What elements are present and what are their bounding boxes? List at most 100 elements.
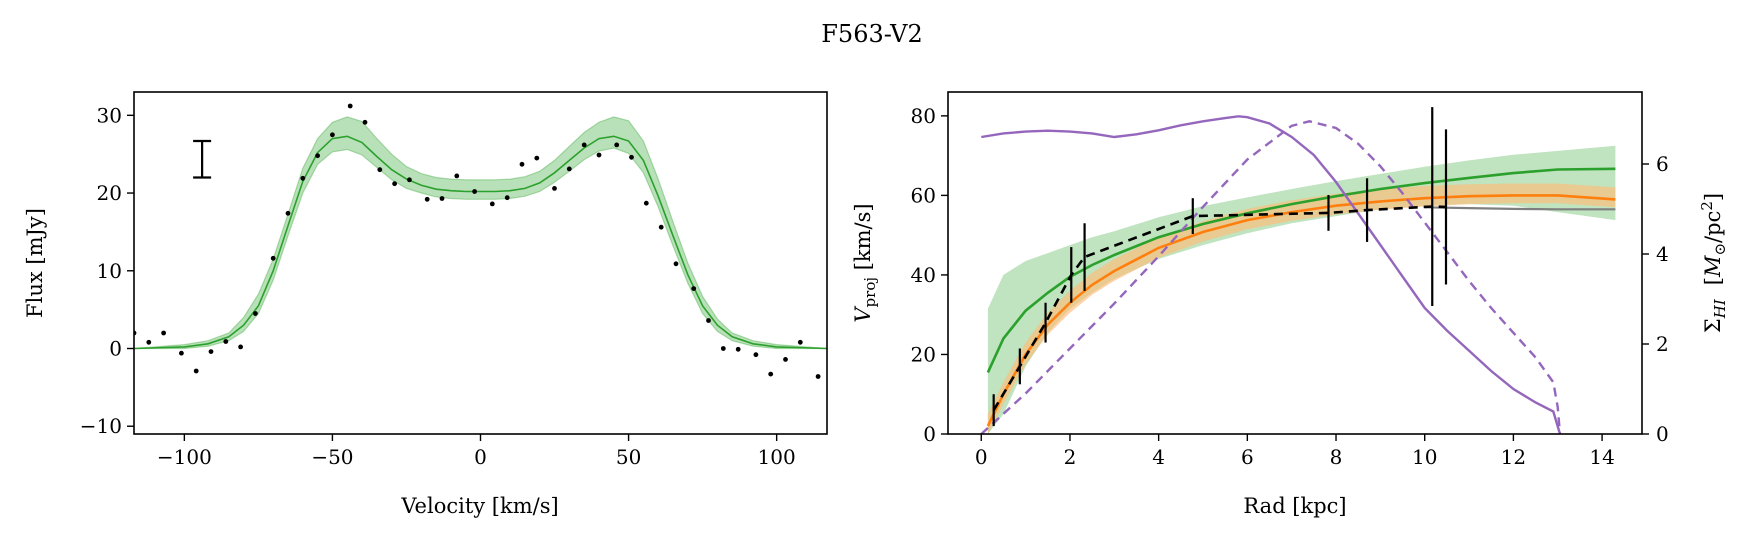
left-x-tick-label: 0 bbox=[474, 445, 487, 469]
flux-data-point bbox=[735, 346, 741, 352]
sigma-hi-model-line bbox=[980, 120, 1562, 434]
figure-title: F563-V2 bbox=[821, 20, 922, 48]
right-y-tick-label: 0 bbox=[923, 422, 936, 446]
flux-data-points bbox=[134, 103, 833, 379]
flux-data-point bbox=[454, 173, 460, 179]
flux-data-point bbox=[392, 181, 397, 187]
gray-model-line bbox=[1424, 206, 1616, 211]
right-y2-tick-label: 2 bbox=[1656, 332, 1669, 356]
flux-model-line bbox=[134, 135, 827, 350]
right-y2-label: ΣHI [M⊙/pc2] bbox=[1698, 193, 1729, 333]
flux-data-point bbox=[828, 374, 833, 379]
right-x-tick-label: 12 bbox=[1501, 445, 1526, 469]
flux-data-point bbox=[658, 224, 664, 230]
left-y-tick-label: 30 bbox=[97, 103, 122, 127]
observed-curve-line bbox=[992, 205, 1447, 411]
flux-data-point bbox=[629, 154, 634, 160]
left-x-ticks: −100 −50 0 50 100 bbox=[157, 434, 796, 469]
flux-model-band bbox=[134, 116, 827, 350]
flux-data-point bbox=[424, 196, 430, 202]
flux-data-point bbox=[439, 196, 445, 201]
right-y2-label-m: M bbox=[1701, 255, 1725, 278]
right-panel: 0 2 4 6 8 10 12 14 0 20 40 60 80 0 2 4 6 Rad [kpc] Vpr… bbox=[851, 91, 1729, 518]
flux-data-point bbox=[146, 339, 152, 345]
flux-data-point bbox=[797, 339, 803, 345]
left-y-tick-label: 0 bbox=[109, 337, 122, 361]
right-y-label-sub: proj bbox=[861, 277, 879, 307]
flux-data-point bbox=[753, 352, 759, 358]
flux-data-point bbox=[270, 255, 276, 261]
sigma-hi-profile-line bbox=[981, 115, 1562, 434]
flux-data-point bbox=[783, 357, 788, 362]
flux-data-point bbox=[566, 166, 572, 172]
right-y2-label-sup: 2 bbox=[1698, 201, 1716, 211]
right-x-tick-label: 4 bbox=[1152, 445, 1165, 469]
green-model-line bbox=[986, 167, 1616, 373]
left-y-tick-label: −10 bbox=[80, 414, 122, 438]
right-axes-frame bbox=[947, 91, 1643, 435]
flux-data-point bbox=[768, 371, 774, 377]
right-y2-label-mid: /pc bbox=[1701, 211, 1725, 243]
right-x-tick-label: 6 bbox=[1241, 445, 1254, 469]
flux-data-point bbox=[253, 311, 258, 316]
left-axes-frame bbox=[133, 91, 828, 435]
flux-data-point bbox=[519, 161, 525, 167]
flux-data-point bbox=[208, 349, 214, 354]
left-x-label: Velocity [km/s] bbox=[400, 494, 558, 518]
right-y2-label-sun: ⊙ bbox=[1711, 243, 1729, 256]
right-y2-ticks: 0 2 4 6 bbox=[1642, 152, 1669, 446]
flux-data-point bbox=[596, 152, 602, 158]
left-plot-area bbox=[134, 103, 833, 379]
right-x-label: Rad [kpc] bbox=[1243, 494, 1346, 518]
right-y2-tick-label: 6 bbox=[1656, 152, 1669, 176]
right-y2-label-sub: HI bbox=[1711, 298, 1729, 319]
right-y-ticks: 0 20 40 60 80 bbox=[911, 104, 948, 446]
flux-data-point bbox=[362, 119, 368, 125]
right-y-tick-label: 40 bbox=[911, 263, 936, 287]
flux-data-point bbox=[552, 186, 557, 191]
right-y2-label-open: [ bbox=[1701, 277, 1725, 285]
right-y2-label-sigma: Σ bbox=[1701, 318, 1725, 333]
flux-data-point bbox=[193, 368, 199, 374]
observed-error-bars bbox=[992, 107, 1448, 427]
flux-error-indicator bbox=[193, 139, 212, 179]
flux-data-point bbox=[581, 142, 587, 148]
flux-data-point bbox=[815, 374, 821, 379]
flux-data-point bbox=[238, 344, 244, 350]
right-x-tick-label: 0 bbox=[975, 445, 988, 469]
flux-data-point bbox=[285, 210, 291, 216]
flux-data-point bbox=[504, 195, 510, 201]
flux-data-point bbox=[720, 346, 726, 351]
right-y-tick-label: 60 bbox=[911, 183, 936, 207]
flux-data-point bbox=[315, 153, 320, 159]
flux-data-point bbox=[706, 318, 711, 323]
flux-data-point bbox=[534, 155, 540, 161]
right-y-tick-label: 20 bbox=[911, 342, 936, 366]
right-x-tick-label: 10 bbox=[1412, 445, 1437, 469]
left-y-ticks: −10 0 10 20 30 bbox=[80, 103, 134, 438]
flux-data-point bbox=[673, 261, 679, 267]
right-x-tick-label: 14 bbox=[1589, 445, 1614, 469]
orange-model-band bbox=[987, 183, 1616, 434]
left-y-label: Flux [mJy] bbox=[23, 208, 47, 318]
flux-data-point bbox=[472, 189, 477, 194]
left-x-tick-label: 100 bbox=[758, 445, 796, 469]
right-y-label: Vproj [km/s] bbox=[851, 203, 879, 322]
right-x-tick-label: 2 bbox=[1064, 445, 1077, 469]
left-y-tick-label: 20 bbox=[97, 181, 122, 205]
flux-data-point bbox=[377, 167, 383, 173]
left-x-tick-label: −50 bbox=[311, 445, 353, 469]
right-y-label-rest: [km/s] bbox=[851, 203, 875, 277]
right-plot-area bbox=[980, 107, 1616, 434]
right-x-tick-label: 8 bbox=[1330, 445, 1343, 469]
orange-model-line bbox=[986, 194, 1616, 427]
flux-data-point bbox=[347, 103, 353, 109]
flux-data-point bbox=[614, 142, 620, 148]
left-x-tick-label: 50 bbox=[616, 445, 641, 469]
right-y-label-main: V bbox=[851, 306, 875, 323]
flux-data-point bbox=[691, 286, 697, 291]
right-y2-label-close: ] bbox=[1701, 193, 1725, 201]
right-y2-tick-label: 4 bbox=[1656, 242, 1669, 266]
